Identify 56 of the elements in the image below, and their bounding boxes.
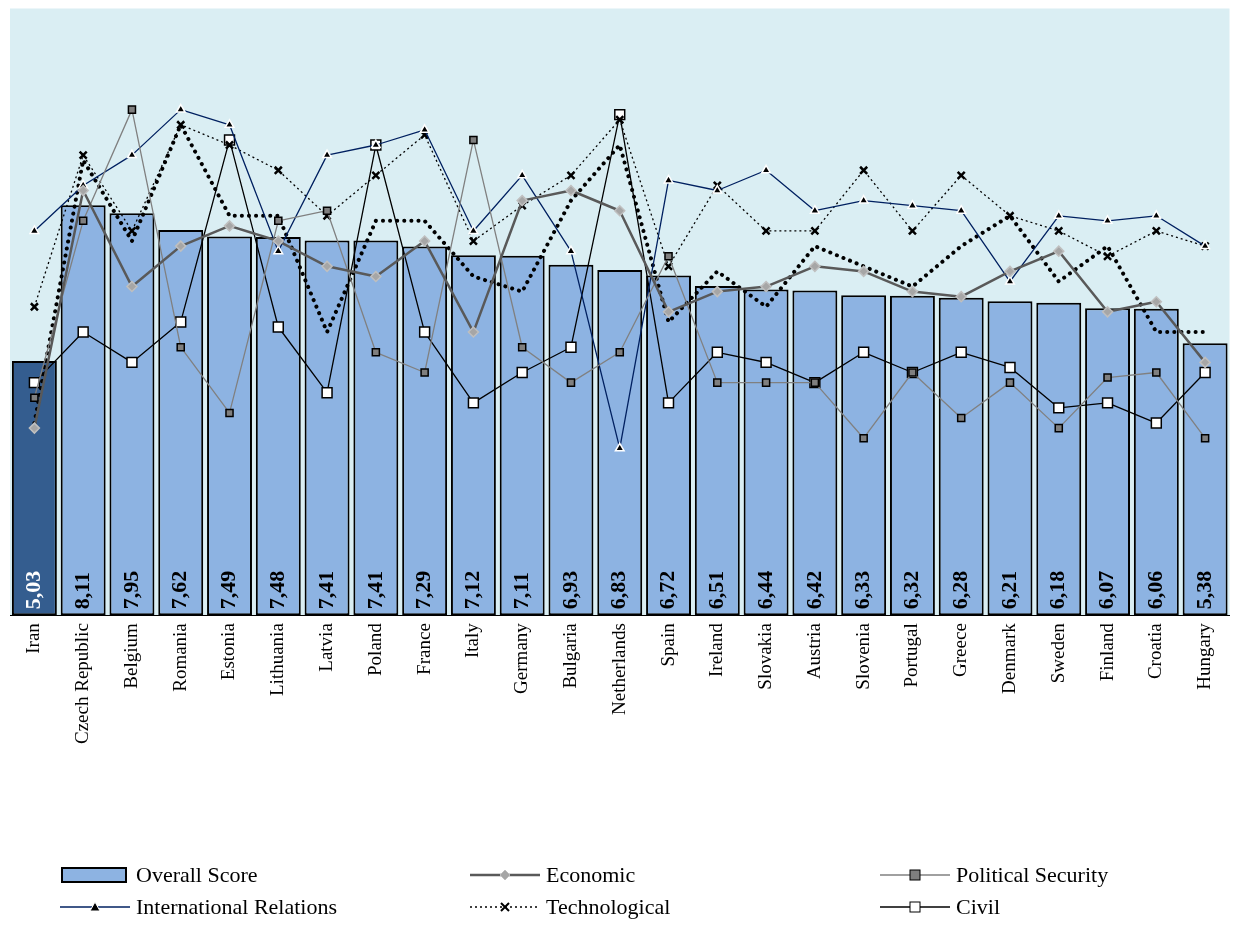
x-tick-label: Italy <box>461 622 483 659</box>
data-label: 7,41 <box>361 570 387 610</box>
x-tick-label: Estonia <box>217 622 239 681</box>
x-tick-label: Bulgaria <box>558 622 580 689</box>
data-label: 6,18 <box>1044 570 1070 610</box>
data-label: 7,49 <box>215 570 241 610</box>
data-label: 6,83 <box>605 570 631 610</box>
x-tick-label: Austria <box>802 622 824 680</box>
x-tick-label: Germany <box>510 622 532 694</box>
data-label: 6,33 <box>849 570 875 610</box>
data-label: 6,28 <box>946 570 972 610</box>
data-label: 6,93 <box>556 570 582 610</box>
data-label: 5,03 <box>20 570 46 610</box>
data-label: 6,51 <box>703 570 728 610</box>
data-label: 6,07 <box>1093 570 1119 610</box>
legend-label: International Relations <box>136 894 337 920</box>
x-tick-label: Hungary <box>1193 622 1215 690</box>
data-label: 5,38 <box>1190 570 1216 610</box>
data-label: 6,32 <box>898 570 924 610</box>
x-tick-label: Portugal <box>900 623 922 688</box>
x-tick-label: Romania <box>168 622 190 692</box>
x-tick-label: Croatia <box>1144 622 1166 680</box>
x-tick-label: Finland <box>1095 622 1117 682</box>
data-label: 7,11 <box>507 571 533 610</box>
data-label: 7,41 <box>312 570 338 610</box>
x-tick-label: Ireland <box>705 622 727 677</box>
data-label: 8,11 <box>68 571 94 610</box>
legend-label: Economic <box>546 862 636 888</box>
x-tick-label: Sweden <box>1046 622 1068 684</box>
x-tick-label: Lithuania <box>266 622 288 696</box>
data-label: 7,12 <box>459 570 485 610</box>
x-tick-label: Greece <box>949 623 971 677</box>
data-label: 6,06 <box>1142 570 1168 610</box>
x-tick-label: Iran <box>22 622 44 654</box>
legend-label: Civil <box>956 894 1001 920</box>
data-label: 7,29 <box>410 570 436 610</box>
legend-label: Political Security <box>956 862 1109 888</box>
data-label: 6,21 <box>995 570 1021 610</box>
data-label: 7,48 <box>263 570 289 610</box>
x-tick-label: France <box>412 623 434 675</box>
x-tick-label: Slovenia <box>851 622 873 690</box>
x-tick-label: Czech Republic <box>71 623 93 745</box>
data-label: 6,42 <box>800 570 826 610</box>
data-label: 6,72 <box>654 570 680 610</box>
x-tick-label: Poland <box>363 622 385 676</box>
x-tick-label: Netherlands <box>607 623 629 715</box>
x-tick-label: Belgium <box>119 622 141 689</box>
x-tick-label: Denmark <box>997 622 1019 694</box>
data-label: 7,62 <box>166 570 192 610</box>
data-label: 6,44 <box>751 570 777 610</box>
x-tick-label: Slovakia <box>754 622 776 690</box>
legend-label: Overall Score <box>136 862 258 888</box>
legend-label: Technological <box>546 894 671 920</box>
data-label: 7,95 <box>117 570 143 610</box>
x-tick-label: Spain <box>656 622 678 667</box>
x-tick-label: Latvia <box>315 622 337 672</box>
